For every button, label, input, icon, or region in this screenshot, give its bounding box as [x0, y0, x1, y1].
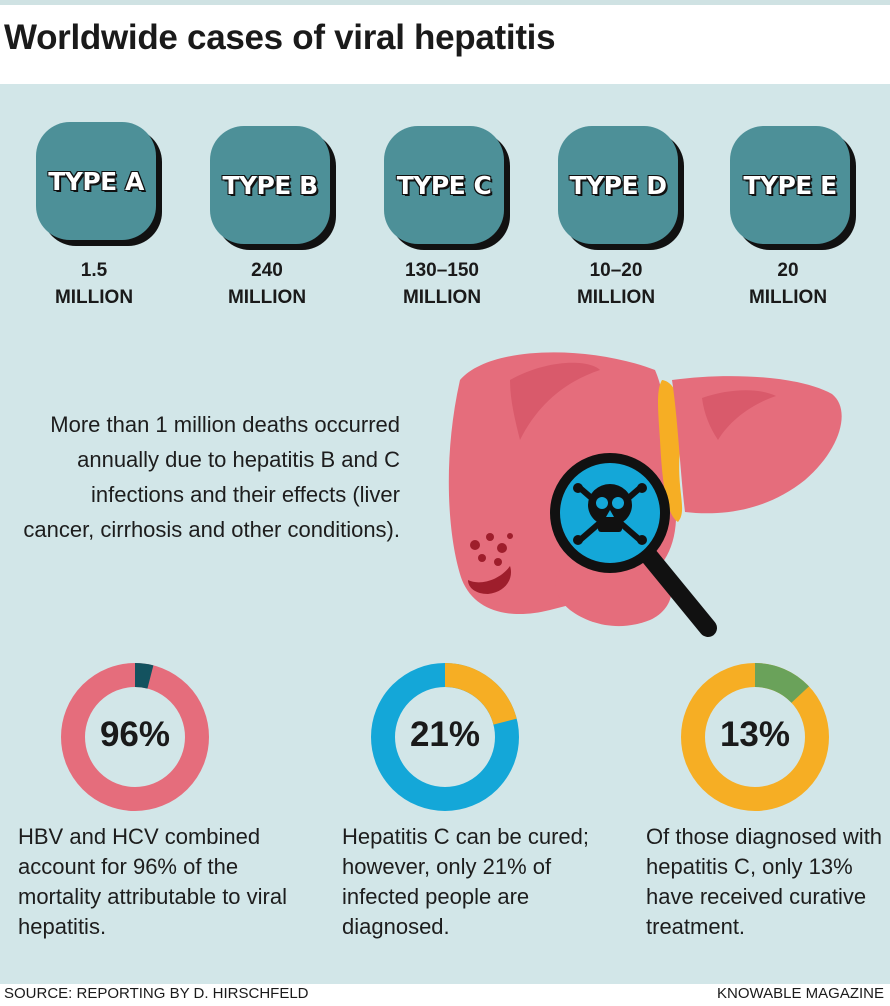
case-count-type-c: 130–150 MILLION — [372, 257, 512, 311]
badge-label: TYPE E — [743, 170, 837, 200]
gallbladder-icon — [658, 380, 683, 522]
donut-percent-treated: 13% — [719, 715, 791, 754]
donut-diagnosed — [371, 663, 519, 811]
case-count-value: 1.5 — [80, 260, 108, 281]
case-count-unit: MILLION — [227, 287, 307, 308]
donut-percent-diagnosed: 21% — [409, 715, 481, 754]
liver-highlight — [510, 362, 600, 440]
case-count-type-b: 240 MILLION — [197, 257, 337, 311]
badge-type-b: TYPE B — [210, 126, 336, 250]
liver-lower-lobe — [555, 555, 672, 627]
donut-percent-mortality: 96% — [99, 715, 171, 754]
case-count-value: 240 — [251, 260, 283, 281]
caption-treated: Of those diagnosed with hepatitis C, onl… — [646, 824, 883, 939]
case-count-value: 20 — [777, 260, 799, 281]
badge-type-a: TYPE A — [36, 122, 162, 246]
badge-label: TYPE C — [396, 170, 492, 200]
case-count-unit: MILLION — [748, 287, 828, 308]
donut-segment — [61, 663, 209, 811]
caption-mortality: HBV and HCV combined account for 96% of … — [18, 824, 287, 939]
donut-segment — [681, 663, 829, 811]
case-count-type-e: 20 MILLION — [718, 257, 858, 311]
donut-mortality — [61, 663, 209, 811]
badge-label: TYPE D — [569, 170, 667, 200]
top-rule — [0, 0, 890, 5]
badge-label: TYPE B — [222, 170, 318, 200]
donut-segment — [371, 663, 519, 811]
case-count-type-a: 1.5 MILLION — [24, 257, 164, 311]
badge-label: TYPE A — [48, 166, 144, 196]
magnifier-handle — [631, 536, 717, 637]
badge-type-d: TYPE D — [558, 126, 684, 250]
badge-type-c: TYPE C — [384, 126, 510, 250]
skull-crossbones-icon — [573, 483, 647, 545]
liver-lesions-icon — [468, 533, 513, 594]
publisher-credit: KNOWABLE MAGAZINE — [717, 985, 884, 1002]
deaths-statement: More than 1 million deaths occurred annu… — [23, 412, 400, 542]
liver-left-highlight — [702, 390, 776, 440]
badge-type-e: TYPE E — [730, 126, 856, 250]
case-count-unit: MILLION — [402, 287, 482, 308]
liver-illustration — [448, 352, 842, 637]
donut-treated — [681, 663, 829, 811]
caption-diagnosed: Hepatitis C can be cured; however, only … — [342, 824, 590, 939]
case-count-unit: MILLION — [54, 287, 134, 308]
case-count-type-d: 10–20 MILLION — [546, 257, 686, 311]
case-count-value: 130–150 — [405, 260, 479, 281]
case-count-value: 10–20 — [589, 260, 643, 281]
page-title: Worldwide cases of viral hepatitis — [4, 18, 556, 57]
case-count-unit: MILLION — [576, 287, 656, 308]
source-credit: SOURCE: REPORTING BY D. HIRSCHFELD — [4, 985, 309, 1002]
